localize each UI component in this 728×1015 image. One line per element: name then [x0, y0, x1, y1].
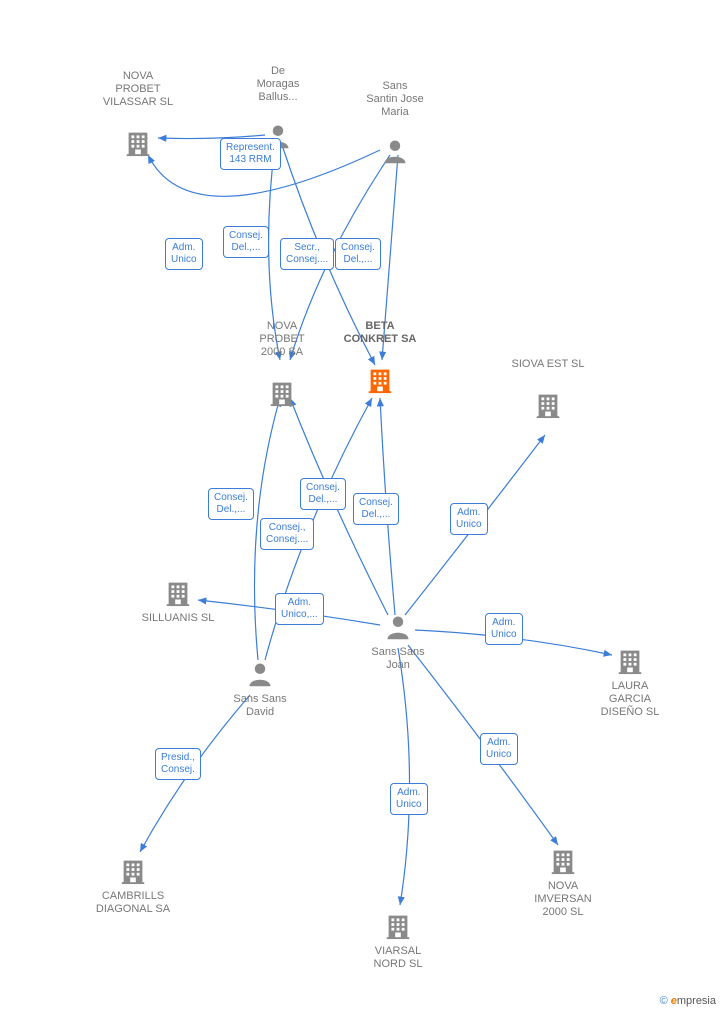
node-label: BETACONKRET SA [330, 320, 430, 346]
network-diagram: { "canvas": { "width": 728, "height": 10… [0, 0, 728, 1015]
edge-label[interactable]: Consej.Del.,... [223, 226, 269, 258]
edge-label[interactable]: Consej.,Consej.... [260, 518, 314, 550]
edge-label[interactable]: Consej.Del.,... [335, 238, 381, 270]
edge-label[interactable]: Consej.Del.,... [300, 478, 346, 510]
node-label: NOVAIMVERSAN2000 SL [513, 880, 613, 919]
node-laura_garcia[interactable]: LAURAGARCIADISEÑO SL [580, 645, 680, 719]
node-beta_conkret[interactable]: BETACONKRET SA [330, 320, 430, 399]
edge-label[interactable]: Adm.Unico [390, 783, 428, 815]
node-label: DeMoragasBallus... [228, 65, 328, 104]
edge-label[interactable]: Represent.143 RRM [220, 138, 281, 170]
edge-label[interactable]: Secr.,Consej.... [280, 238, 334, 270]
edge [398, 648, 410, 905]
edge-label[interactable]: Presid.,Consej. [155, 748, 201, 780]
node-label: VIARSALNORD SL [348, 945, 448, 971]
node-nova_probet_vilassar[interactable]: NOVAPROBETVILASSAR SL [88, 70, 188, 162]
edge-label[interactable]: Consej.Del.,... [208, 488, 254, 520]
node-nova_probet_2000[interactable]: NOVAPROBET2000 SA [232, 320, 332, 412]
node-silluanis[interactable]: SILLUANIS SL [128, 577, 228, 625]
node-sans_sans_joan[interactable]: Sans SansJoan [348, 613, 448, 672]
node-viarsal[interactable]: VIARSALNORD SL [348, 910, 448, 971]
edge-label[interactable]: Adm.Unico [165, 238, 203, 270]
node-cambrills[interactable]: CAMBRILLSDIAGONAL SA [83, 855, 183, 916]
node-label: SansSantin JoseMaria [345, 80, 445, 119]
node-nova_imversan[interactable]: NOVAIMVERSAN2000 SL [513, 845, 613, 919]
edge-label[interactable]: Adm.Unico [450, 503, 488, 535]
edge-label[interactable]: Adm.Unico [485, 613, 523, 645]
node-label: LAURAGARCIADISEÑO SL [580, 680, 680, 719]
node-label: Sans SansJoan [348, 646, 448, 672]
node-sans_sans_david[interactable]: Sans SansDavid [210, 660, 310, 719]
node-label: SILLUANIS SL [128, 612, 228, 625]
node-siova_est[interactable]: SIOVA EST SL [498, 358, 598, 424]
edge-label[interactable]: Consej.Del.,... [353, 493, 399, 525]
node-label: Sans SansDavid [210, 693, 310, 719]
footer-copyright: © empresia [660, 995, 716, 1007]
edge-label[interactable]: Adm.Unico [480, 733, 518, 765]
node-label: NOVAPROBET2000 SA [232, 320, 332, 359]
node-label: NOVAPROBETVILASSAR SL [88, 70, 188, 109]
node-label: CAMBRILLSDIAGONAL SA [83, 890, 183, 916]
node-label: SIOVA EST SL [498, 358, 598, 371]
node-sans_santin[interactable]: SansSantin JoseMaria [345, 80, 445, 170]
edge-label[interactable]: Adm.Unico,... [275, 593, 324, 625]
